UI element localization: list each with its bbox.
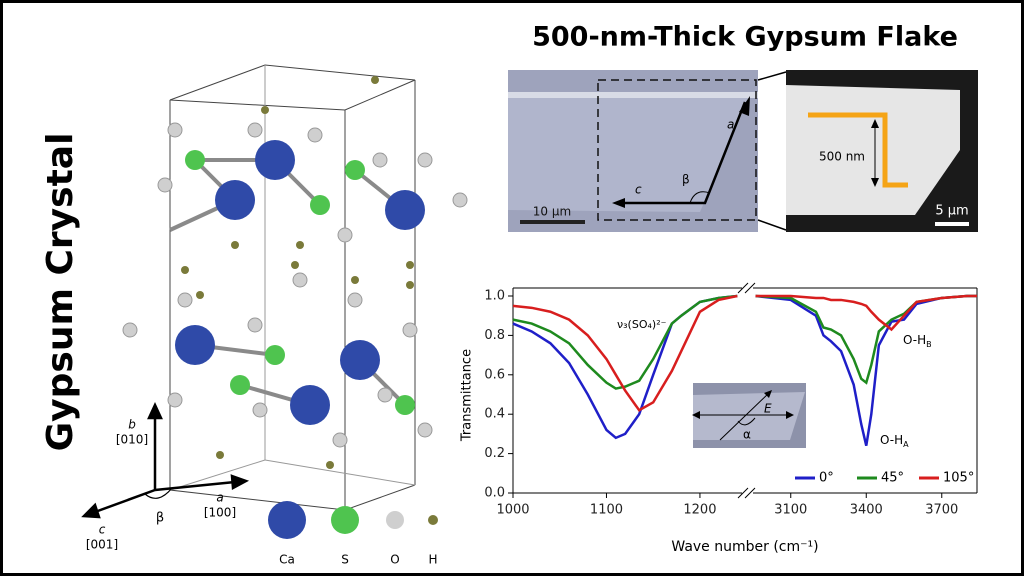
atom-legend <box>268 501 438 539</box>
x-axis-label: Wave number (cm⁻¹) <box>671 539 818 555</box>
y-tick-label: 0.0 <box>484 486 505 501</box>
axis-dir: [010] <box>116 433 148 447</box>
inset <box>692 383 806 448</box>
axis-dir: [100] <box>204 506 236 520</box>
angle-label: β <box>682 173 690 187</box>
axis-break <box>737 282 749 294</box>
axis-name: c <box>99 523 106 537</box>
x-tick-label: 1100 <box>590 503 623 518</box>
y-tick-label: 0.6 <box>484 367 505 382</box>
crystal-label: Gypsum Crystal <box>40 133 81 452</box>
legend-label: 45° <box>881 471 904 486</box>
annotation-sub: A <box>903 440 909 449</box>
axis-break <box>744 487 756 499</box>
edge-label: a <box>727 118 734 132</box>
series-line <box>512 294 738 390</box>
scale-label: 10 µm <box>533 205 571 219</box>
y-tick-label: 0.2 <box>484 446 505 461</box>
thickness-label: 500 nm <box>819 150 865 164</box>
axis-break <box>737 487 749 499</box>
annotation: O-HB <box>903 333 932 349</box>
atom-label: S <box>341 553 349 567</box>
inset-label: E <box>764 402 772 416</box>
series-line <box>512 294 738 412</box>
axis-name: a <box>216 491 223 505</box>
optical-image <box>508 70 787 232</box>
x-tick-label: 3100 <box>774 503 807 518</box>
axis-name: b <box>128 418 136 432</box>
title: 500-nm-Thick Gypsum Flake <box>532 22 958 53</box>
x-tick-label: 3400 <box>850 503 883 518</box>
atom-label: Ca <box>279 553 295 567</box>
atom-label: O <box>390 553 399 567</box>
series-line <box>755 294 977 332</box>
legend-label: 0° <box>819 471 834 486</box>
axis-break <box>744 282 756 294</box>
legend-label: 105° <box>943 471 974 486</box>
spectrum-chart: 0.0 0.2 0.4 0.6 0.8 1.0 1000 1100 1200 3100 3400 37… <box>460 282 978 555</box>
atom-label: H <box>428 553 437 567</box>
y-tick-label: 0.8 <box>484 328 505 343</box>
annotation-sub: B <box>926 340 932 349</box>
angle-label: β <box>156 511 164 526</box>
inset-label: α <box>743 428 751 442</box>
series-line <box>755 294 977 447</box>
x-tick-label: 1000 <box>496 503 529 518</box>
x-tick-label: 1200 <box>683 503 716 518</box>
axis-dir: [001] <box>86 538 118 552</box>
y-tick-label: 1.0 <box>484 289 505 304</box>
crystal-structure <box>122 64 468 511</box>
annotation-text: O-H <box>903 333 926 347</box>
afm-image <box>786 70 978 232</box>
annotation: O-HA <box>880 433 909 449</box>
y-axis-label: Transmittance <box>460 349 475 442</box>
x-tick-label: 3700 <box>925 503 958 518</box>
y-tick-label: 0.4 <box>484 407 505 422</box>
crystal-axes <box>81 402 250 519</box>
scale-label: 5 µm <box>935 204 968 219</box>
annotation-text: O-H <box>880 433 903 447</box>
edge-label: c <box>635 183 642 197</box>
annotation: ν₃(SO₄)²⁻ <box>617 318 667 331</box>
